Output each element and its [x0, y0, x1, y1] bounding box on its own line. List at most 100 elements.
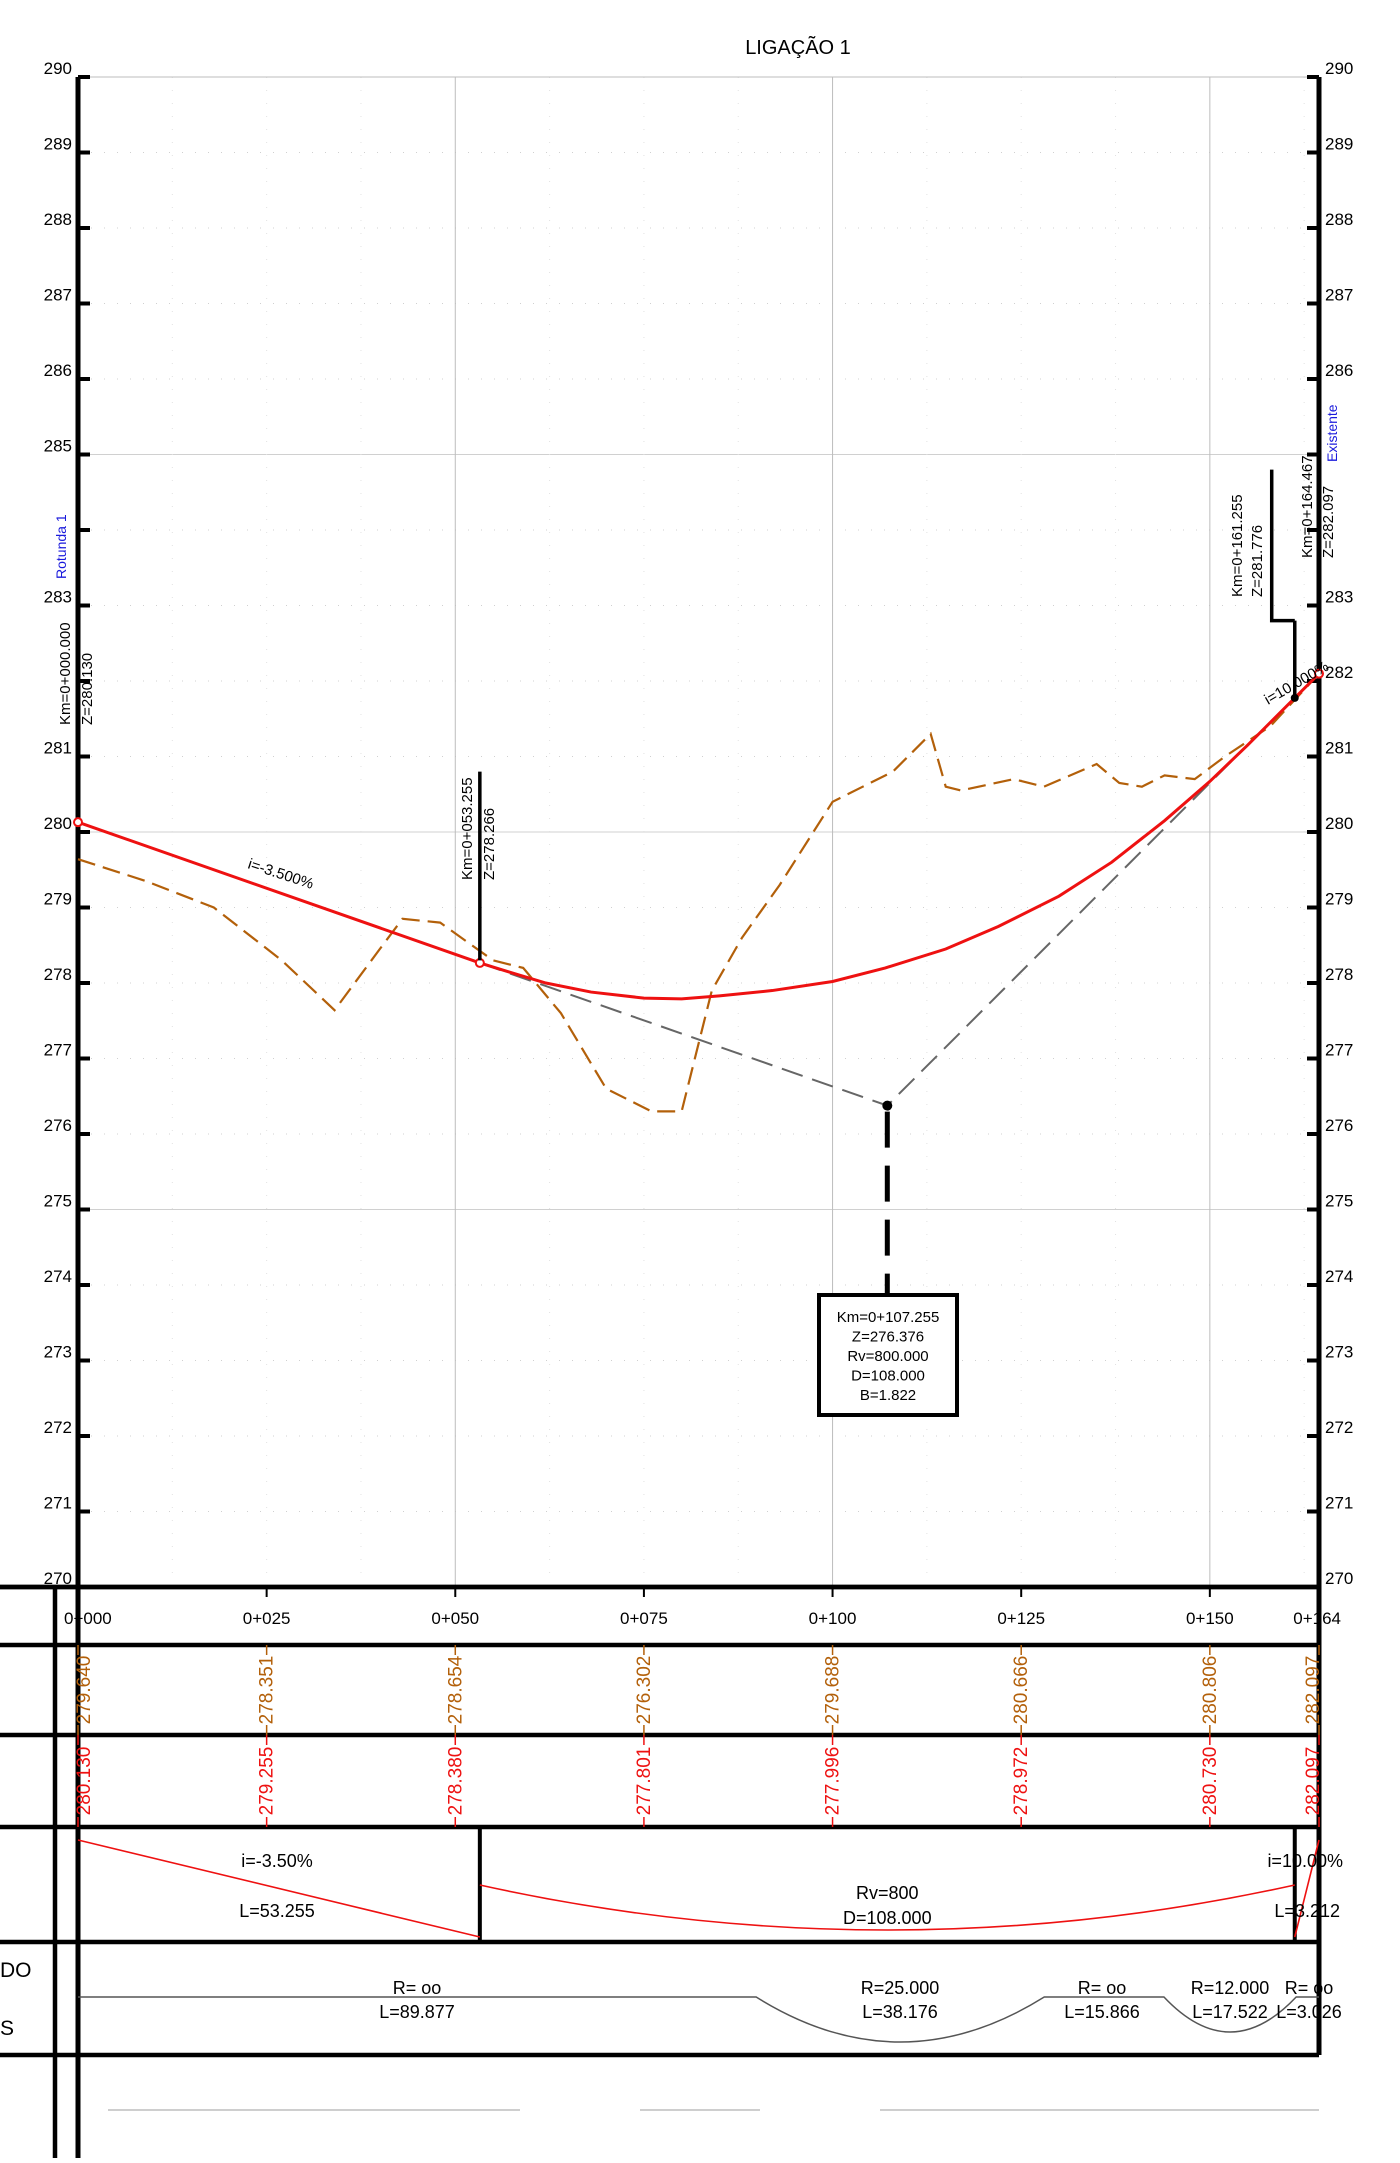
y-tick-label-right: 270: [1325, 1569, 1353, 1588]
axes: 270 270 271 271 272 272 273 273 274 274 275 275 276 2…: [44, 59, 1353, 2158]
pvi-box-line: Km=0+107.255: [837, 1309, 940, 1326]
profile-point: [1290, 693, 1299, 702]
y-tick-label-left: 287: [44, 286, 72, 305]
band-horizontal-radius: R=12.000: [1191, 1978, 1270, 1998]
y-tick-label-left: 274: [44, 1267, 72, 1286]
band-horizontal-length: L=15.866: [1064, 2002, 1140, 2022]
y-tick-label-left: 277: [44, 1041, 72, 1060]
band-terrain-value: 280.806: [1200, 1656, 1221, 1725]
y-tick-label-left: 281: [44, 739, 72, 758]
grade-graph-1: [77, 1839, 481, 1938]
profile-title: LIGAÇÃO 1: [745, 35, 851, 59]
y-tick-label-left: 288: [44, 210, 72, 229]
band-station-label: 0+125: [997, 1609, 1045, 1628]
y-tick-label-right: 289: [1325, 135, 1353, 154]
series: [73, 668, 1324, 1113]
band-grade-length: D=108.000: [843, 1908, 932, 1928]
station-km-label: Km=0+161.255: [1229, 494, 1246, 597]
y-tick-label-right: 272: [1325, 1418, 1353, 1437]
pvi-box: Km=0+107.255 Z=276.376 Rv=800.000 D=108.000…: [817, 1111, 959, 1417]
y-tick-label-right: 280: [1325, 814, 1353, 833]
band-grade-length: L=3.212: [1274, 1901, 1340, 1921]
pvi-box-line: D=108.000: [851, 1368, 925, 1385]
profile-point: [73, 817, 83, 828]
y-tick-label-left: 290: [44, 59, 72, 78]
pvi-point: [882, 1100, 893, 1111]
band-projected-value: 280.730: [1200, 1747, 1221, 1816]
y-tick-label-left: 283: [44, 588, 72, 607]
band-grade-label: Rv=800: [856, 1883, 919, 1903]
band-terrain-value: 278.351: [257, 1656, 278, 1725]
y-tick-label-left: 279: [44, 890, 72, 909]
y-tick-label-right: 271: [1325, 1494, 1353, 1513]
band-station-label: 0+000: [64, 1609, 112, 1628]
band-terrain-value: 278.654: [445, 1655, 466, 1724]
band-horizontal-radius: R=25.000: [861, 1978, 940, 1998]
band-terrain-value: 280.666: [1011, 1656, 1032, 1725]
band-station-label: 0+025: [243, 1609, 291, 1628]
band-grade-label: i=10.00%: [1267, 1851, 1343, 1871]
pvi-box-line: Z=276.376: [852, 1329, 924, 1346]
y-tick-label-right: 288: [1325, 210, 1353, 229]
y-tick-label-right: 276: [1325, 1116, 1353, 1135]
band-station-label: 0+100: [809, 1609, 857, 1628]
pvi-box-line: Rv=800.000: [847, 1348, 928, 1365]
band-terrain-value: 282.097: [1303, 1656, 1324, 1725]
left-cut-label: S: [0, 2017, 14, 2040]
y-tick-label-left: 285: [44, 437, 72, 456]
band-projected-value: 278.972: [1011, 1747, 1032, 1816]
y-tick-label-right: 290: [1325, 59, 1353, 78]
band-station-label: 0+164: [1293, 1609, 1341, 1628]
y-tick-label-left: 278: [44, 965, 72, 984]
station-marker-elbow: [1269, 469, 1295, 623]
data-bands: 0+000 0+025 0+050 0+075 0+100 0+125 0+150 0+164…: [0, 1584, 1343, 2158]
grade-graph-2: [479, 1884, 1295, 1931]
y-tick-label-left: 273: [44, 1343, 72, 1362]
y-tick-label-left: 271: [44, 1494, 72, 1513]
band-horizontal-radius: R= oo: [1078, 1978, 1127, 1998]
y-tick-label-right: 281: [1325, 739, 1353, 758]
station-z-label: Z=278.266: [481, 808, 498, 880]
band-horizontal-length: L=89.877: [379, 2002, 455, 2022]
grade-label: i=-3.500%: [246, 856, 316, 893]
annotations: Km=0+000.000 Z=280.130 Km=0+053.255 Z=278.2…: [57, 455, 1337, 961]
y-tick-label-left: 276: [44, 1116, 72, 1135]
y-tick-label-right: 283: [1325, 588, 1353, 607]
y-tick-label-right: 286: [1325, 361, 1353, 380]
band-horizontal-length: L=3.026: [1276, 2002, 1342, 2022]
band-projected-value: 277.996: [823, 1747, 844, 1816]
terrain-line: [77, 672, 1320, 1113]
tangent-line: [479, 697, 1296, 1107]
band-horizontal-radius: R= oo: [1285, 1978, 1334, 1998]
y-tick-label-left: 272: [44, 1418, 72, 1437]
y-tick-label-left: 270: [44, 1569, 72, 1588]
station-km-label: Km=0+164.467: [1299, 455, 1316, 558]
y-tick-label-right: 278: [1325, 965, 1353, 984]
band-projected-value: 278.380: [445, 1747, 466, 1816]
y-tick-label-right: 274: [1325, 1267, 1353, 1286]
band-station-label: 0+050: [431, 1609, 479, 1628]
station-z-label: Z=281.776: [1249, 525, 1266, 597]
grid: [77, 76, 1319, 1588]
band-grade-length: L=53.255: [239, 1901, 315, 1921]
start-node-label: Rotunda 1: [53, 514, 69, 579]
left-cut-label: DO: [0, 1959, 32, 1982]
station-km-label: Km=0+000.000: [57, 622, 74, 725]
y-tick-label-right: 275: [1325, 1192, 1353, 1211]
band-projected-value: 282.097: [1303, 1747, 1324, 1816]
station-km-label: Km=0+053.255: [459, 777, 476, 880]
end-node-label: Existente: [1324, 404, 1340, 462]
y-tick-label-left: 286: [44, 361, 72, 380]
band-station-label: 0+075: [620, 1609, 668, 1628]
band-horizontal-radius: R= oo: [393, 1978, 442, 1998]
band-projected-value: 277.801: [634, 1747, 655, 1816]
projected-line: [77, 672, 1321, 1001]
pvi-box-frame: [817, 1293, 959, 1417]
station-z-label: Z=282.097: [1320, 486, 1337, 558]
y-tick-label-right: 273: [1325, 1343, 1353, 1362]
y-tick-label-right: 279: [1325, 890, 1353, 909]
band-terrain-value: 276.302: [634, 1656, 655, 1725]
band-station-label: 0+150: [1186, 1609, 1234, 1628]
